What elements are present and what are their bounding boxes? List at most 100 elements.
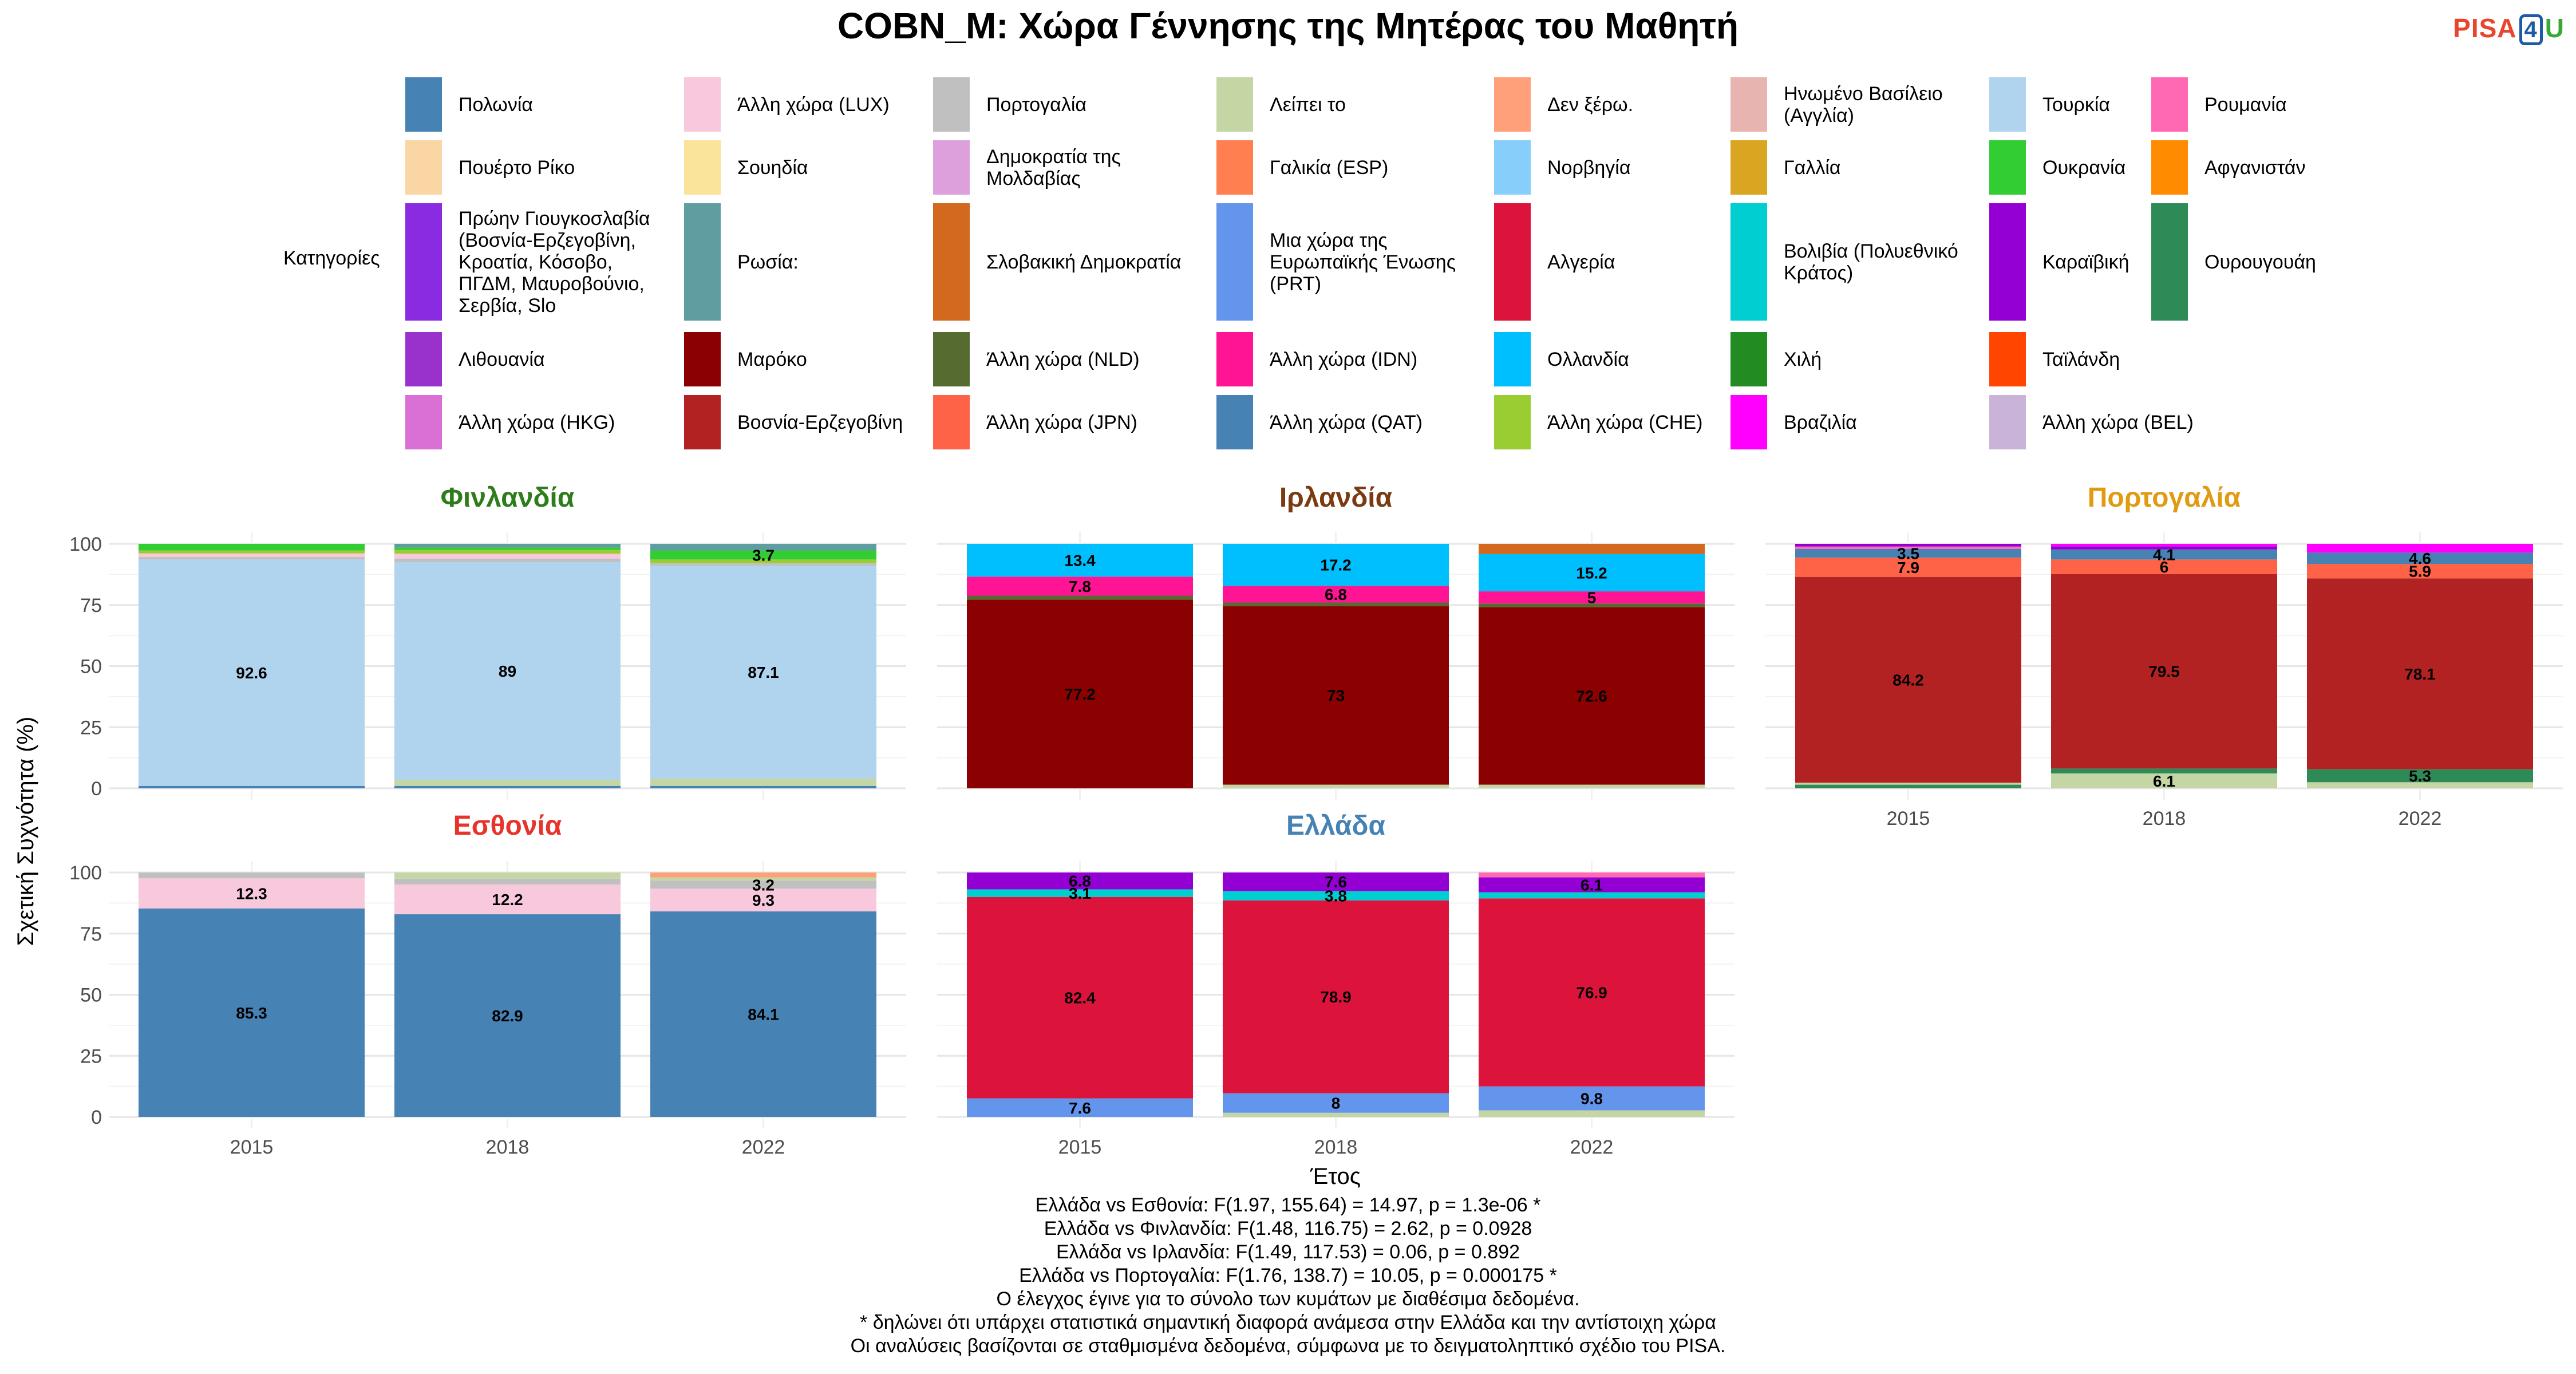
note-line: Οι αναλύσεις βασίζονται σε σταθμισμένα δ… <box>850 1335 1726 1357</box>
legend-item: Ηνωμένο Βασίλειο (Αγγλία) <box>1730 77 1977 132</box>
legend-swatch <box>1494 395 1531 449</box>
bar-segment <box>1479 872 1705 878</box>
data-label: 6.8 <box>1325 586 1347 603</box>
data-label: 76.9 <box>1576 984 1607 1001</box>
bar-segment <box>1479 898 1705 1087</box>
legend-item: Αφγανιστάν <box>2151 140 2397 195</box>
data-label: 82.4 <box>1064 989 1096 1007</box>
bar-segment <box>1479 784 1705 788</box>
legend-label: Ουκρανία <box>2042 156 2126 179</box>
legend-swatch <box>2151 203 2188 321</box>
bar-segment <box>650 778 876 786</box>
legend-item: Καραϊβική <box>1989 203 2235 321</box>
data-label: 5 <box>1587 589 1597 607</box>
bar-segment <box>2307 552 2533 564</box>
bar-segment <box>967 872 1193 890</box>
facet-panel: Ιρλανδία 77.2 7.8 13.4 73 6.8 17.2 72.6 5 15.2 <box>937 483 1735 800</box>
legend-item: Βραζιλία <box>1730 395 1977 449</box>
legend-label: Νορβηγία <box>1547 156 1631 179</box>
legend-item: Ρουμανία <box>2151 77 2397 132</box>
bar-segment <box>650 881 876 889</box>
legend-item: Ουκρανία <box>1989 140 2235 195</box>
legend-item: Μαρόκο <box>684 332 930 386</box>
bar-segment <box>394 558 621 563</box>
legend-swatch <box>1730 77 1767 132</box>
bar-segment <box>650 566 876 779</box>
bar-segment <box>650 872 876 878</box>
data-label: 6.1 <box>2153 772 2175 790</box>
bar-segment <box>139 550 365 554</box>
data-label: 78.1 <box>2404 665 2436 683</box>
bar-segment <box>967 595 1193 600</box>
bar-segment <box>650 889 876 911</box>
bar-segment <box>394 914 621 1117</box>
bar-segment <box>650 544 876 551</box>
legend-item: Άλλη χώρα (IDN) <box>1216 332 1463 386</box>
legend-label: Άλλη χώρα (IDN) <box>1270 348 1418 370</box>
bar-segment <box>1795 783 2021 785</box>
data-label: 7.8 <box>1069 578 1091 595</box>
legend-item: Άλλη χώρα (BEL) <box>1989 395 2235 449</box>
data-label: 5.9 <box>2409 563 2431 581</box>
legend-label: Άλλη χώρα (JPN) <box>986 411 1137 433</box>
legend-item: Δημοκρατία της Μολδαβίας <box>933 140 1179 195</box>
x-tick-label: 2018 <box>486 1136 530 1158</box>
legend-swatch <box>1216 77 1253 132</box>
legend-swatch <box>933 140 970 195</box>
note-line: Ελλάδα vs Φινλανδία: F(1.48, 116.75) = 2… <box>1044 1218 1532 1239</box>
legend-swatch <box>2151 77 2188 132</box>
bar-segment <box>1223 784 1449 788</box>
legend-label: Ρωσία: <box>737 251 799 273</box>
bar-segment <box>1223 606 1449 785</box>
legend-label: Ολλανδία <box>1547 348 1629 370</box>
x-tick-label: 2022 <box>1570 1136 1614 1158</box>
data-label: 5.3 <box>2409 767 2431 785</box>
legend-item: Άλλη χώρα (HKG) <box>405 395 651 449</box>
legend-label: Άλλη χώρα (QAT) <box>1270 411 1423 433</box>
legend-swatch <box>1989 332 2026 386</box>
legend-swatch <box>684 140 721 195</box>
legend-label: Βοσνία-Ερζεγοβίνη <box>737 411 903 433</box>
note-line: * δηλώνει ότι υπάρχει στατιστικά σημαντι… <box>860 1312 1716 1333</box>
legend-item: Σλοβακική Δημοκρατία <box>933 203 1181 321</box>
bar-segment <box>394 884 621 915</box>
data-label: 15.2 <box>1576 564 1607 582</box>
bar-segment <box>394 554 621 559</box>
legend-item: Πορτογαλία <box>933 77 1179 132</box>
legend-swatch <box>1989 77 2026 132</box>
bar-segment <box>2051 559 2277 574</box>
bar-segment <box>1795 577 2021 783</box>
bar-segment <box>650 559 876 563</box>
data-label: 8 <box>1332 1095 1341 1112</box>
data-label: 84.2 <box>1893 671 1924 689</box>
legend-label: Βραζιλία <box>1784 411 1857 433</box>
bar-segment <box>650 877 876 881</box>
data-label: 84.1 <box>748 1005 779 1023</box>
data-label: 6 <box>2160 558 2169 576</box>
legend-item: Δεν ξέρω. <box>1494 77 1740 132</box>
legend-swatch <box>1989 140 2026 195</box>
bar-segment <box>967 1098 1193 1117</box>
panel-title: Εσθονία <box>453 811 562 841</box>
data-label: 4.1 <box>2153 546 2175 564</box>
bar-segment <box>650 563 876 566</box>
bar-segment <box>1479 591 1705 604</box>
data-label: 3.7 <box>752 546 775 564</box>
legend-swatch <box>1730 140 1767 195</box>
x-tick-label: 2015 <box>1887 808 1930 830</box>
data-label: 89 <box>499 662 516 680</box>
bar-segment <box>1223 1093 1449 1113</box>
legend-swatch <box>1494 332 1531 386</box>
legend-label: Γαλλία <box>1784 156 1841 179</box>
legend-label: Σουηδία <box>737 156 808 179</box>
bar-segment <box>139 908 365 1117</box>
bar-segment <box>139 544 365 551</box>
data-label: 12.2 <box>492 891 523 909</box>
bar-segment <box>1223 586 1449 603</box>
y-tick-label: 25 <box>80 1045 102 1067</box>
bar-segment <box>650 911 876 1117</box>
bar-segment <box>1479 554 1705 591</box>
legend-item: Τουρκία <box>1989 77 2235 132</box>
y-tick-label: 100 <box>69 862 102 884</box>
